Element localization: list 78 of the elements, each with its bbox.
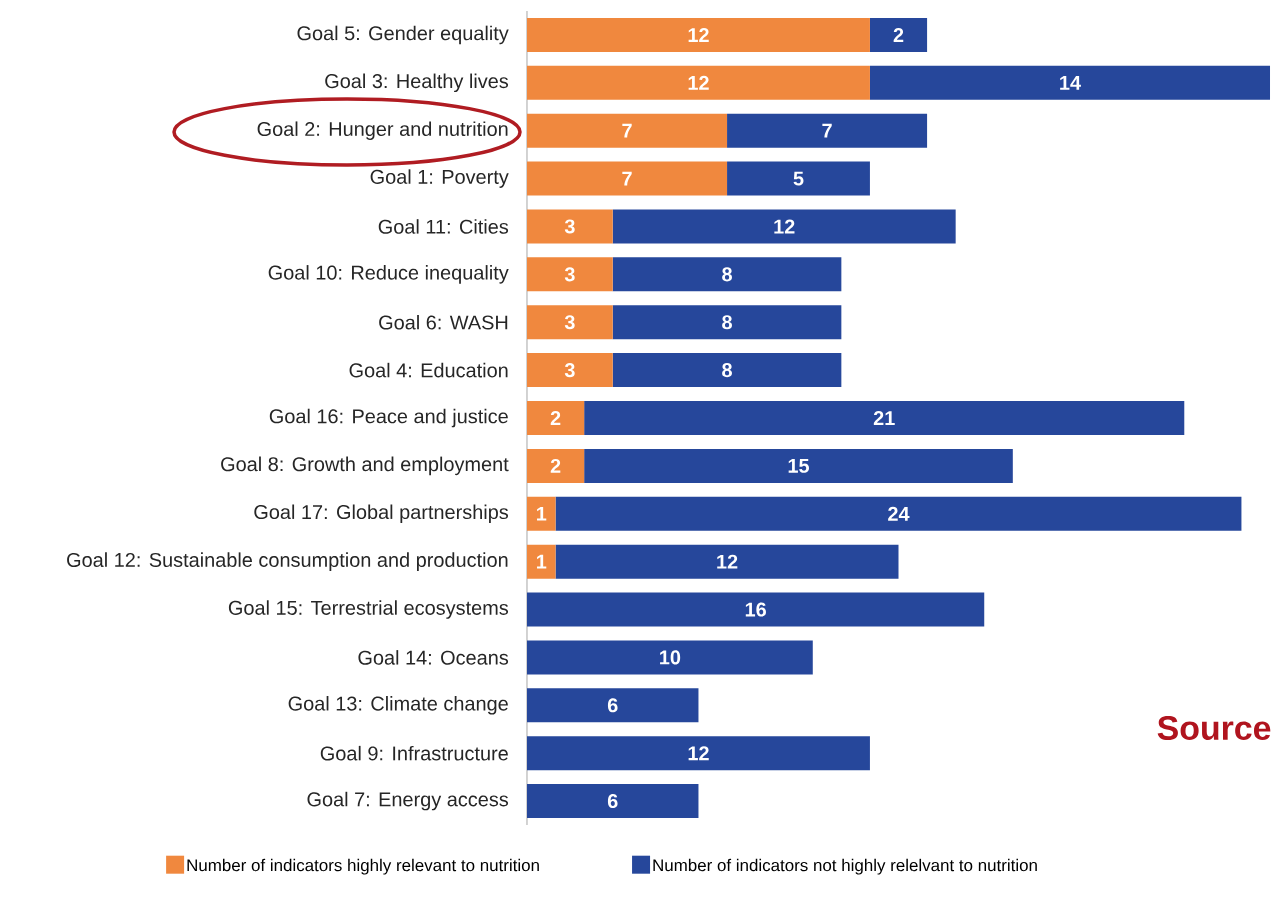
y-tick-label: Goal 11: Cities <box>378 219 509 234</box>
data-label: 6 <box>607 698 618 713</box>
bar <box>555 544 899 579</box>
data-label: 14 <box>1060 75 1081 90</box>
bar <box>727 113 928 148</box>
y-tick-label: Goal 3: Healthy lives <box>325 73 509 93</box>
bar <box>612 305 842 340</box>
data-label: 2 <box>550 458 561 473</box>
y-tick-label: Goal 8: Growth and employment <box>221 456 509 476</box>
bar <box>555 496 1242 531</box>
y-tick-label: Goal 13: Climate change <box>288 696 508 715</box>
data-label: 24 <box>888 506 910 521</box>
bar <box>527 353 613 388</box>
data-label: 8 <box>722 363 732 378</box>
y-tick-label: Goal 14: Oceans <box>358 650 509 665</box>
data-label: 2 <box>550 411 561 425</box>
data-label: 8 <box>722 315 732 330</box>
data-label: 12 <box>688 27 709 42</box>
data-label: 7 <box>622 123 632 138</box>
bar <box>527 209 613 244</box>
bar <box>584 401 1185 435</box>
bar <box>527 736 870 771</box>
data-label: 3 <box>564 219 575 234</box>
bar <box>527 448 585 483</box>
y-tick-label: Goal 4: Education <box>349 362 508 378</box>
bar <box>727 161 870 196</box>
data-label: 8 <box>722 267 732 282</box>
bar <box>869 17 928 52</box>
data-label: 10 <box>660 650 681 665</box>
data-label: 1 <box>537 506 547 521</box>
annotation: Source <box>1157 716 1271 740</box>
bar <box>527 688 699 723</box>
y-tick-label: Goal 17: Global partnerships <box>254 504 509 524</box>
data-label: 15 <box>788 458 810 473</box>
bar <box>527 496 556 531</box>
bar <box>527 544 556 579</box>
data-label: 3 <box>564 315 575 330</box>
y-tick-label: Goal 7: Energy access <box>307 791 509 811</box>
data-label: 21 <box>873 411 895 425</box>
bar <box>527 65 870 100</box>
y-tick-label: Goal 1: Poverty <box>370 169 509 188</box>
data-label: 7 <box>822 123 832 138</box>
y-tick-label: Goal 15: Terrestrial ecosystems <box>228 600 509 619</box>
bar <box>869 65 1271 100</box>
bar <box>612 257 842 292</box>
bar <box>527 640 813 675</box>
y-tick-label: Goal 9: Infrastructure <box>320 745 508 761</box>
data-label: 3 <box>564 363 575 378</box>
y-tick-label: Goal 5: Gender equality <box>297 25 509 45</box>
bar <box>527 305 613 340</box>
y-tick-label: Goal 12: Sustainable consumption and production <box>67 552 508 571</box>
y-tick-label: Goal 6: WASH <box>379 314 508 330</box>
bar <box>527 17 870 52</box>
bar <box>527 257 613 292</box>
data-label: 16 <box>745 602 766 617</box>
data-label: 12 <box>774 219 795 234</box>
data-label: 2 <box>893 27 904 42</box>
bar <box>527 401 585 435</box>
data-label: 12 <box>688 75 709 90</box>
bar <box>527 784 699 819</box>
bar <box>584 448 1013 483</box>
data-label: 1 <box>537 554 547 569</box>
bar <box>527 113 728 148</box>
bar <box>527 161 728 196</box>
y-tick-label: Goal 2: Hunger and nutrition <box>257 121 508 140</box>
data-label: 5 <box>793 171 804 186</box>
legend-label: Number of indicators highly relevant to nutrition <box>187 858 539 875</box>
y-tick-label: Goal 10: Reduce inequality <box>268 265 509 284</box>
bar <box>612 209 956 244</box>
y-tick-label: Goal 16: Peace and justice <box>269 408 508 428</box>
data-label: 7 <box>622 171 632 186</box>
data-label: 12 <box>717 554 738 569</box>
bar <box>527 592 985 627</box>
legend-label: Number of indicators not highly relelvant to nutrition <box>653 858 1037 875</box>
data-label: 3 <box>564 267 575 282</box>
data-label: 12 <box>688 746 709 761</box>
data-label: 6 <box>607 794 618 809</box>
bar <box>612 353 842 388</box>
